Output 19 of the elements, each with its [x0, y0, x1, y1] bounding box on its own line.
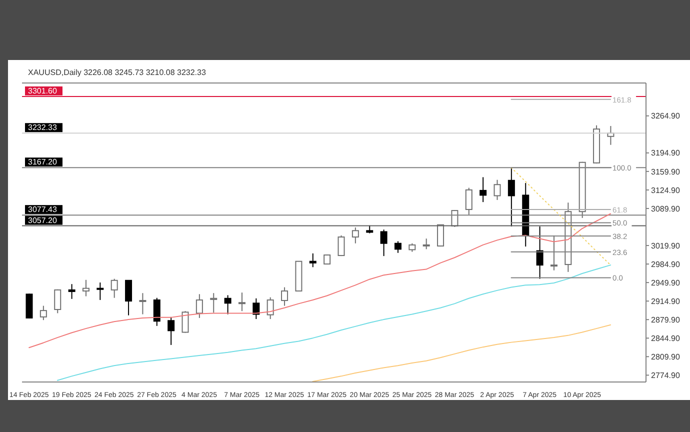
ref-line-label: 3232.33: [28, 123, 58, 132]
ref-line-label: 3057.20: [28, 216, 58, 225]
y-tick-label: 2809.90: [651, 352, 680, 362]
y-tick-label: 2879.90: [651, 315, 680, 324]
ref-line-label: 3167.20: [28, 158, 58, 167]
y-tick-label: 3194.90: [651, 148, 680, 158]
ref-line-label: 3077.43: [28, 205, 58, 214]
ref-line-label: 3301.60: [28, 86, 58, 96]
y-tick-label: 2984.90: [651, 260, 680, 269]
y-tick-label: 3264.90: [651, 112, 680, 121]
y-tick-label: 2844.90: [651, 334, 680, 343]
y-tick-label: 2949.90: [651, 278, 680, 288]
y-tick-label: 3159.90: [651, 167, 680, 176]
y-tick-label: 3089.90: [651, 204, 680, 214]
chart-title: XAUUSD,Daily 3226.08 3245.73 3210.08 3232.33: [28, 68, 206, 77]
y-tick-label: 3019.90: [651, 241, 680, 250]
y-tick-label: 3124.90: [651, 186, 680, 195]
y-tick-label: 2774.90: [651, 371, 680, 380]
y-tick-label: 2914.90: [651, 296, 680, 306]
